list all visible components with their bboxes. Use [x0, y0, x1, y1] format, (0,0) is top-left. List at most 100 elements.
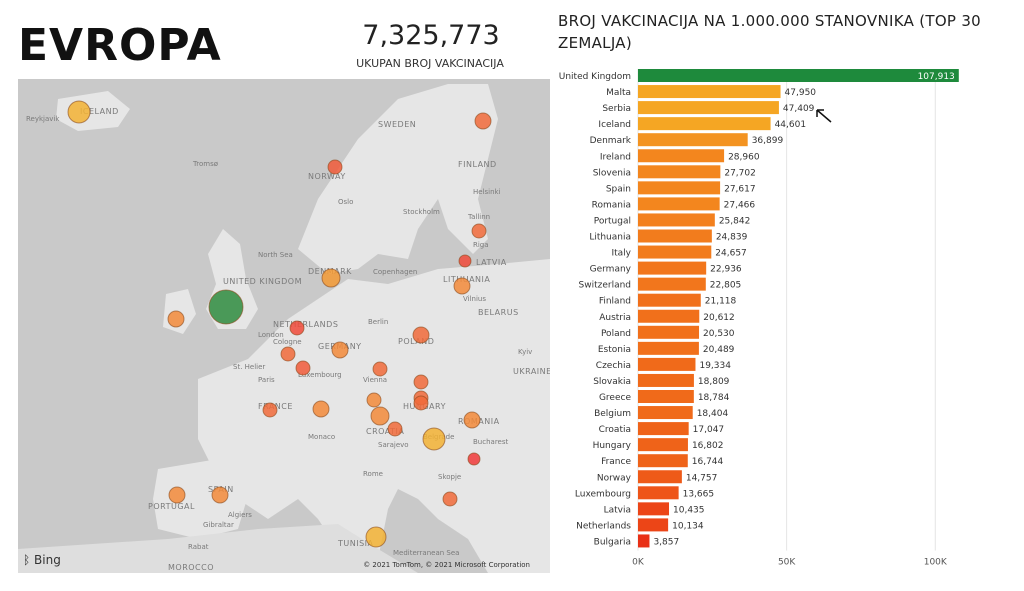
bar[interactable] — [638, 486, 679, 500]
data-label: 27,617 — [724, 184, 756, 194]
bar[interactable] — [638, 213, 715, 227]
map-bubble[interactable] — [312, 400, 330, 418]
map-bubble[interactable] — [366, 392, 382, 408]
bar[interactable] — [638, 277, 706, 291]
data-label: 21,118 — [705, 297, 737, 307]
bar[interactable] — [638, 245, 712, 259]
data-label: 20,612 — [703, 313, 735, 323]
map-bubble[interactable] — [471, 223, 487, 239]
data-label: 22,936 — [710, 265, 742, 275]
bar[interactable] — [638, 229, 712, 243]
category-label: Estonia — [598, 345, 631, 355]
bar[interactable] — [638, 197, 720, 211]
bar[interactable] — [638, 341, 699, 355]
map-bubble[interactable] — [474, 112, 492, 130]
map-bubble[interactable] — [412, 326, 430, 344]
map-bubble[interactable] — [168, 486, 186, 504]
bar[interactable] — [638, 181, 721, 195]
map-bubble[interactable] — [372, 361, 388, 377]
map-label: Reykjavik — [26, 115, 60, 123]
category-label: Croatia — [599, 425, 631, 435]
bar[interactable] — [638, 165, 721, 179]
bar[interactable] — [638, 390, 694, 403]
map-bubble[interactable] — [295, 360, 311, 376]
map-bubble[interactable] — [331, 341, 349, 359]
map-bubble[interactable] — [262, 402, 278, 418]
map-bubble[interactable] — [365, 526, 387, 548]
map-bubble[interactable] — [458, 254, 472, 268]
map-label: UNITED KINGDOM — [223, 277, 302, 286]
category-label: Austria — [599, 313, 631, 323]
bing-icon: ᛒ — [23, 553, 31, 567]
bar[interactable] — [638, 293, 701, 307]
category-label: Italy — [611, 249, 631, 259]
map-bubble[interactable] — [442, 491, 458, 507]
bar[interactable] — [638, 422, 689, 436]
bar[interactable] — [638, 438, 688, 452]
kpi-value: 7,325,773 — [362, 20, 500, 51]
bar[interactable] — [638, 534, 650, 548]
bar[interactable] — [638, 502, 670, 516]
map-bubble[interactable] — [211, 486, 229, 504]
map-bubble[interactable] — [321, 268, 341, 288]
map-label: NORWAY — [308, 172, 346, 181]
category-label: Slovakia — [593, 377, 631, 387]
category-label: Lithuania — [589, 233, 631, 243]
map-bubble[interactable] — [463, 411, 481, 429]
bar[interactable] — [638, 325, 700, 339]
map-label: Oslo — [338, 198, 353, 206]
map-bubble[interactable] — [387, 421, 403, 437]
bar[interactable] — [638, 454, 688, 468]
map-bubble[interactable] — [370, 406, 390, 426]
map-bubble[interactable] — [67, 100, 91, 124]
bar-chart[interactable]: 0K 50K 100K United Kingdom 107,913 Malta 47,95… — [555, 66, 975, 576]
bar[interactable] — [638, 357, 696, 371]
map-label: Rome — [363, 470, 383, 478]
map-label: Luxembourg — [298, 371, 342, 379]
map-label: Kyiv — [518, 348, 532, 356]
map-label: UKRAINE — [513, 367, 550, 376]
map-bubble[interactable] — [413, 395, 429, 411]
map-bubble[interactable] — [208, 289, 244, 325]
map-canvas[interactable]: ICELAND Reykjavik SWEDEN FINLAND NORWAY Troms… — [18, 79, 550, 573]
map-bubble[interactable] — [422, 427, 446, 451]
bar[interactable] — [638, 406, 693, 420]
data-label: 10,134 — [672, 521, 704, 531]
map-label: St. Helier — [233, 363, 265, 371]
data-label: 44,601 — [775, 120, 807, 130]
data-label: 27,466 — [724, 200, 756, 210]
category-label: Denmark — [590, 136, 632, 146]
map-label: ICELAND — [80, 107, 119, 116]
map-bubble[interactable] — [289, 320, 305, 336]
map-label: Helsinki — [473, 188, 501, 196]
bar[interactable] — [638, 85, 781, 99]
europe-bubble-map[interactable]: ICELAND Reykjavik SWEDEN FINLAND NORWAY Troms… — [18, 79, 550, 573]
bar[interactable] — [638, 518, 669, 532]
map-label: Gibraltar — [203, 521, 234, 529]
category-label: Bulgaria — [594, 537, 631, 547]
map-label: Skopje — [438, 473, 461, 481]
map-bubble[interactable] — [327, 159, 343, 175]
category-label: Serbia — [602, 104, 631, 114]
map-bubble[interactable] — [413, 374, 429, 390]
data-label: 14,757 — [686, 473, 718, 483]
map-bubble[interactable] — [453, 277, 471, 295]
data-label: 18,784 — [698, 393, 730, 403]
map-copyright: © 2021 TomTom, © 2021 Microsoft Corporat… — [363, 561, 530, 569]
map-bubble[interactable] — [167, 310, 185, 328]
bar[interactable] — [638, 69, 959, 82]
data-label: 27,702 — [724, 168, 756, 178]
bar[interactable] — [638, 117, 771, 131]
category-label: Poland — [601, 329, 631, 339]
bar[interactable] — [638, 470, 682, 484]
bar[interactable] — [638, 309, 700, 323]
bar[interactable] — [638, 149, 725, 163]
bar[interactable] — [638, 133, 748, 147]
mouse-cursor-icon — [816, 109, 832, 123]
bar[interactable] — [638, 101, 779, 115]
data-label: 22,805 — [710, 281, 742, 291]
bar[interactable] — [638, 261, 707, 275]
map-bubble[interactable] — [280, 346, 296, 362]
map-bubble[interactable] — [467, 452, 481, 466]
bar[interactable] — [638, 373, 694, 387]
